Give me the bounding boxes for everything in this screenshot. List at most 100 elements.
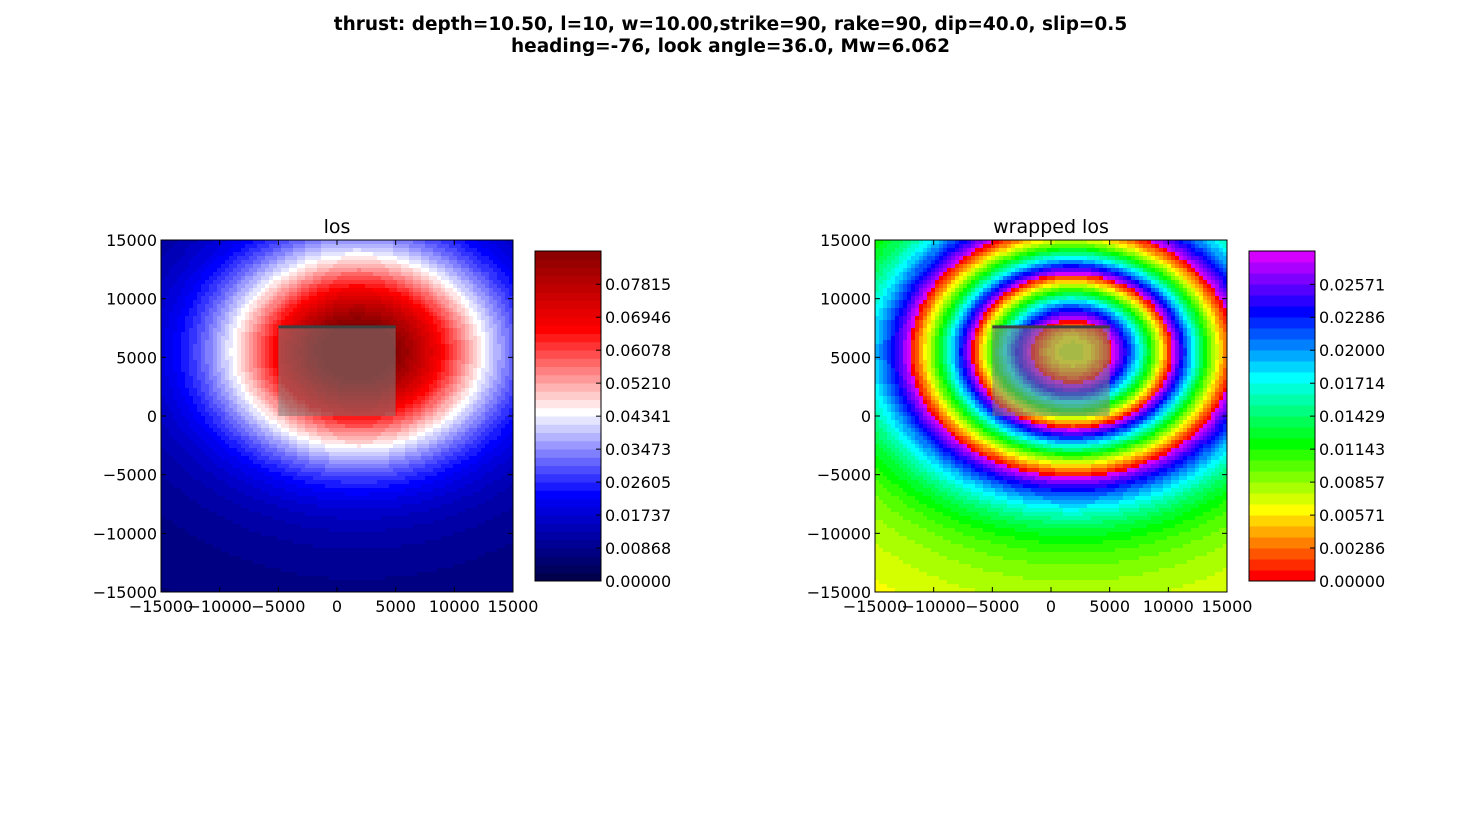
heatmap-cell — [329, 424, 334, 429]
heatmap-cell — [317, 272, 322, 277]
heatmap-cell — [221, 400, 226, 405]
heatmap-cell — [193, 460, 198, 465]
heatmap-cell — [177, 448, 182, 453]
heatmap-cell — [377, 512, 382, 517]
heatmap-cell — [209, 332, 214, 337]
heatmap-cell — [225, 316, 230, 321]
heatmap-cell — [285, 468, 290, 473]
heatmap-cell — [273, 256, 278, 261]
heatmap-cell — [233, 332, 238, 337]
heatmap-cell — [321, 436, 326, 441]
heatmap-cell — [205, 500, 210, 505]
heatmap-cell — [169, 368, 174, 373]
heatmap-cell — [197, 484, 202, 489]
heatmap-cell — [201, 416, 206, 421]
heatmap-cell — [273, 408, 278, 413]
heatmap-cell — [185, 552, 190, 557]
heatmap-cell — [193, 296, 198, 301]
heatmap-cell — [213, 548, 218, 553]
heatmap-cell — [269, 300, 274, 305]
heatmap-cell — [289, 496, 294, 501]
heatmap-cell — [309, 480, 314, 485]
heatmap-cell — [257, 564, 262, 569]
heatmap-cell — [337, 496, 342, 501]
heatmap-cell — [285, 532, 290, 537]
heatmap-cell — [261, 568, 266, 573]
heatmap-cell — [289, 580, 294, 585]
heatmap-cell — [245, 288, 250, 293]
heatmap-cell — [261, 468, 266, 473]
heatmap-cell — [285, 516, 290, 521]
heatmap-cell — [209, 284, 214, 289]
heatmap-cell — [261, 524, 266, 529]
heatmap-cell — [225, 516, 230, 521]
heatmap-cell — [365, 292, 370, 297]
heatmap-cell — [349, 312, 354, 317]
heatmap-cell — [281, 508, 286, 513]
heatmap-cell — [253, 296, 258, 301]
heatmap-cell — [281, 436, 286, 441]
heatmap-cell — [213, 472, 218, 477]
heatmap-cell — [269, 400, 274, 405]
heatmap-cell — [313, 252, 318, 257]
heatmap-cell — [377, 296, 382, 301]
heatmap-cell — [193, 300, 198, 305]
heatmap-cell — [205, 332, 210, 337]
heatmap-cell — [341, 272, 346, 277]
heatmap-cell — [161, 556, 166, 561]
heatmap-cell — [357, 312, 362, 317]
heatmap-cell — [241, 312, 246, 317]
heatmap-cell — [289, 304, 294, 309]
heatmap-cell — [177, 512, 182, 517]
heatmap-cell — [233, 508, 238, 513]
heatmap-cell — [201, 588, 206, 592]
heatmap-cell — [217, 340, 222, 345]
heatmap-cell — [269, 376, 274, 381]
heatmap-cell — [189, 544, 194, 549]
heatmap-cell — [329, 516, 334, 521]
heatmap-cell — [237, 324, 242, 329]
heatmap-cell — [377, 548, 382, 553]
heatmap-cell — [305, 256, 310, 261]
heatmap-cell — [213, 456, 218, 461]
heatmap-cell — [257, 388, 262, 393]
heatmap-cell — [365, 524, 370, 529]
heatmap-cell — [233, 264, 238, 269]
heatmap-cell — [313, 244, 318, 249]
heatmap-cell — [329, 544, 334, 549]
heatmap-cell — [357, 468, 362, 473]
heatmap-cell — [241, 580, 246, 585]
heatmap-cell — [177, 588, 182, 592]
heatmap-cell — [317, 568, 322, 573]
heatmap-cell — [269, 456, 274, 461]
heatmap-cell — [209, 432, 214, 437]
heatmap-cell — [305, 576, 310, 581]
heatmap-cell — [165, 548, 170, 553]
heatmap-cell — [229, 388, 234, 393]
heatmap-cell — [269, 272, 274, 277]
heatmap-cell — [297, 260, 302, 265]
heatmap-cell — [381, 500, 386, 505]
heatmap-cell — [249, 348, 254, 353]
heatmap-cell — [253, 324, 258, 329]
heatmap-cell — [373, 284, 378, 289]
heatmap-cell — [213, 452, 218, 457]
heatmap-cell — [285, 580, 290, 585]
heatmap-cell — [221, 544, 226, 549]
heatmap-cell — [233, 292, 238, 297]
heatmap-cell — [381, 320, 386, 325]
heatmap-cell — [213, 424, 218, 429]
heatmap-cell — [193, 520, 198, 525]
heatmap-cell — [161, 476, 166, 481]
heatmap-cell — [325, 468, 330, 473]
heatmap-cell — [385, 308, 390, 313]
heatmap-cell — [169, 548, 174, 553]
heatmap-cell — [293, 564, 298, 569]
heatmap-cell — [249, 560, 254, 565]
heatmap-cell — [169, 500, 174, 505]
heatmap-cell — [285, 464, 290, 469]
heatmap-cell — [277, 244, 282, 249]
heatmap-cell — [165, 276, 170, 281]
heatmap-cell — [353, 460, 358, 465]
heatmap-cell — [213, 556, 218, 561]
